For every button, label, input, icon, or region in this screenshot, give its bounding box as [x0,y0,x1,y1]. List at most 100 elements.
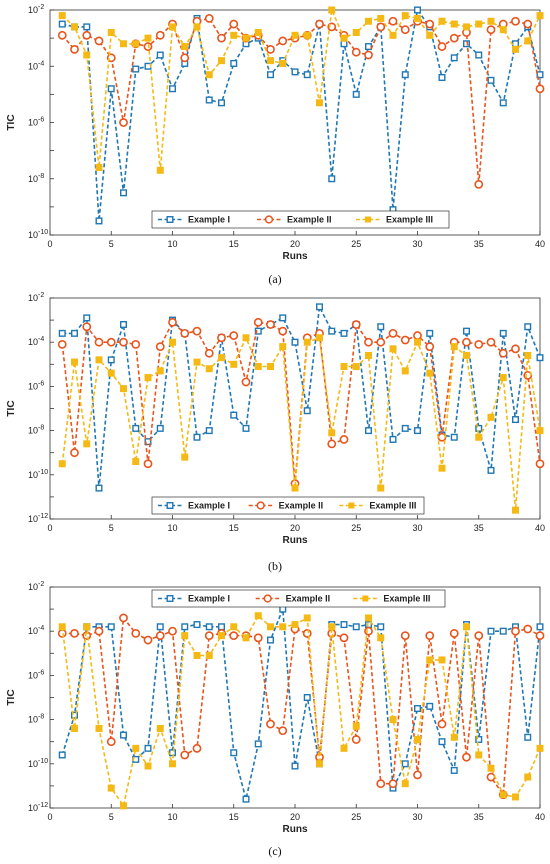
data-point [316,760,323,768]
data-point [328,6,336,14]
data-point [463,327,471,335]
data-point [536,354,544,362]
x-tick-label: 35 [474,523,484,533]
data-point [57,340,67,349]
data-point [57,629,67,638]
data-point [426,369,434,377]
legend-label: Example II [286,594,331,604]
legend-marker [362,595,369,602]
data-point [339,633,349,643]
legend-marker [256,501,265,510]
x-tick-label: 20 [290,523,300,533]
y-axis-title: TIC [6,689,17,705]
data-point [388,16,398,26]
data-point [352,623,360,631]
x-tick-label: 10 [167,812,177,822]
plot-area [49,9,541,236]
data-point [254,327,262,335]
data-point [58,460,66,468]
data-point [181,632,189,640]
series-line [61,17,541,185]
data-point [340,363,348,371]
data-point [512,40,520,48]
data-point [462,337,471,347]
data-point [499,791,507,799]
data-point [413,770,422,780]
data-point [267,57,274,65]
data-point [340,329,348,337]
data-point [487,413,495,421]
y-axis-title: TIC [6,400,17,416]
data-point [291,31,299,39]
series-line [62,615,541,797]
legend-marker [365,216,371,223]
data-point [340,621,348,629]
data-point [180,750,190,760]
series-line [61,335,541,511]
legend-marker [263,594,272,603]
data-point [217,333,226,343]
series-line [62,304,541,489]
data-point [217,99,225,107]
data-point [364,50,373,60]
data-point [278,726,288,736]
data-point [180,53,190,63]
data-point [365,43,373,51]
y-tick-label: 10-8 [28,425,44,436]
data-point [316,334,323,342]
y-tick-label: 10-10 [28,469,48,480]
data-point [83,440,91,448]
data-point [340,34,348,42]
x-tick-label: 35 [474,239,484,249]
data-point [58,751,66,759]
data-point [487,764,495,772]
data-point [217,33,226,43]
legend-label: Example III [383,594,430,604]
legend-box [151,496,425,515]
data-point [70,329,78,337]
data-point [400,335,410,345]
legend-box [151,210,450,229]
data-point [155,631,165,641]
data-point [498,348,508,358]
x-tick-label: 40 [535,523,545,533]
data-point [266,719,275,729]
data-point [107,369,115,377]
x-axis-title: Runs [283,251,308,262]
data-point [401,780,409,788]
data-point [107,784,115,792]
data-point [351,735,361,744]
data-point [377,484,385,492]
data-point [475,433,483,441]
data-point [401,71,409,79]
data-point [523,624,533,634]
data-point [475,751,483,759]
data-point [512,45,519,53]
data-point [254,363,262,371]
data-point [242,34,250,42]
data-point [241,377,251,387]
data-point [119,613,128,623]
data-point [377,634,385,642]
data-point [230,411,238,419]
data-point [181,43,189,51]
panel-caption: (c) [268,844,281,858]
data-point [119,118,128,127]
data-point [327,439,337,449]
data-point [499,26,507,34]
x-tick-label: 20 [290,812,300,822]
data-point [94,36,104,46]
data-point [512,416,520,424]
data-point [58,12,66,20]
data-point [217,623,225,631]
data-point [463,351,470,359]
data-point [94,626,104,636]
data-point [512,506,519,514]
data-point [536,71,544,79]
data-point [254,612,262,620]
x-tick-label: 10 [167,523,177,533]
data-point [401,12,409,20]
data-point [352,722,360,730]
data-point [328,327,336,335]
data-point [168,317,177,327]
